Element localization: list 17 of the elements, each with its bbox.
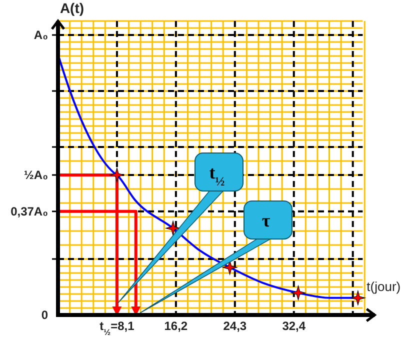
point — [222, 260, 238, 275]
point — [166, 220, 180, 236]
y-tick-label: A₀ — [34, 28, 48, 42]
x-tick-label: t$_{½}$=8,1 — [100, 319, 135, 337]
y-tick-label: 0,37A₀ — [10, 204, 48, 219]
x-tick-label: 32,4 — [282, 319, 306, 333]
point — [110, 168, 124, 182]
x-tick-label: 16,2 — [164, 319, 188, 333]
annotation: t$_{½}$ — [209, 162, 225, 188]
y-tick-label: ½A₀ — [24, 168, 48, 182]
y-tick-label: 0 — [41, 308, 48, 322]
point — [350, 290, 366, 306]
x-axis-title: t(jour) — [366, 279, 401, 294]
point — [290, 286, 306, 300]
y-axis-title: A(t) — [60, 0, 84, 16]
annotation: τ — [262, 210, 271, 230]
x-tick-label: 24,3 — [223, 319, 247, 333]
